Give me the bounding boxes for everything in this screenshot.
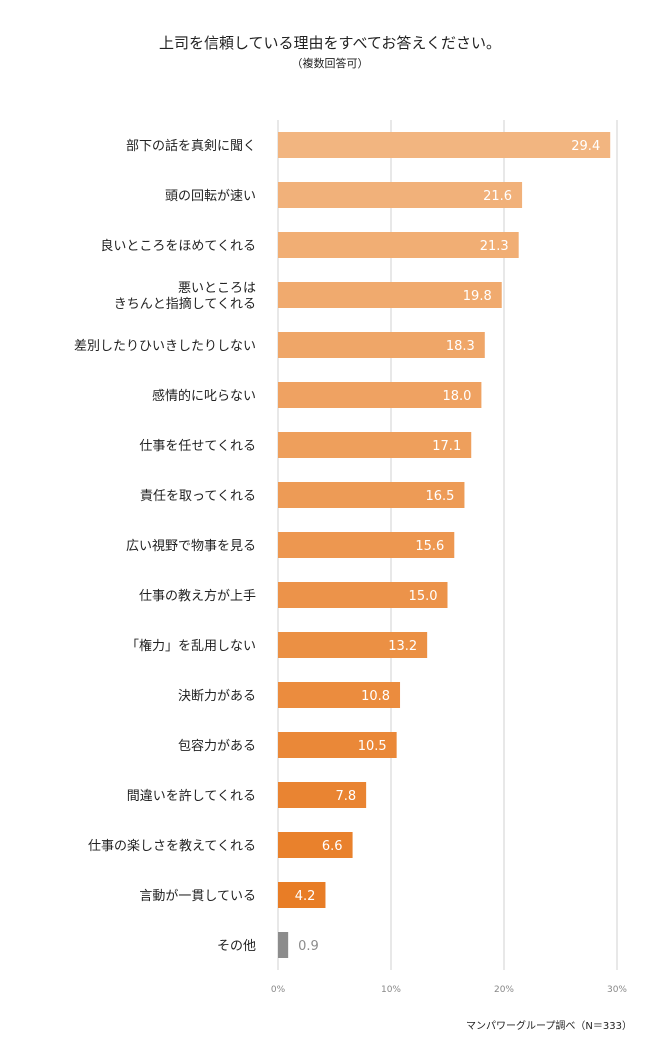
data-label: 19.8 bbox=[463, 289, 492, 304]
category-label: 悪いところはきちんと指摘してくれる bbox=[114, 281, 256, 312]
bar bbox=[278, 182, 523, 208]
data-label: 18.3 bbox=[446, 339, 475, 354]
bar bbox=[278, 382, 482, 408]
bar bbox=[278, 432, 472, 458]
bar bbox=[278, 532, 455, 558]
category-label: 頭の回転が速い bbox=[165, 189, 256, 204]
bar bbox=[278, 782, 367, 808]
category-label: 差別したりひいきしたりしない bbox=[74, 339, 256, 354]
category-label: 部下の話を真剣に聞く bbox=[126, 138, 256, 154]
source-note: マンパワーグループ調べ（N＝333） bbox=[466, 1021, 632, 1032]
x-tick-label: 10% bbox=[381, 985, 401, 995]
category-label: 仕事の教え方が上手 bbox=[139, 588, 256, 604]
data-label: 0.9 bbox=[298, 939, 319, 954]
bar bbox=[278, 732, 397, 758]
category-label: 感情的に叱らない bbox=[152, 388, 256, 404]
category-label: 包容力がある bbox=[178, 738, 256, 754]
data-label: 13.2 bbox=[388, 639, 417, 654]
bar bbox=[278, 832, 353, 858]
category-label: 言動が一貫している bbox=[139, 889, 256, 904]
data-label: 15.0 bbox=[409, 589, 438, 604]
bar bbox=[278, 232, 519, 258]
data-label: 18.0 bbox=[442, 389, 471, 404]
chart-title: 上司を信頼している理由をすべてお答えください。 bbox=[158, 34, 501, 52]
data-label: 7.8 bbox=[335, 789, 356, 804]
category-label: 責任を取ってくれる bbox=[140, 489, 256, 504]
category-label: 仕事の楽しさを教えてくれる bbox=[88, 838, 256, 854]
bar bbox=[278, 332, 485, 358]
data-label: 16.5 bbox=[425, 489, 454, 504]
data-label: 10.5 bbox=[358, 739, 387, 754]
category-label: 仕事を任せてくれる bbox=[139, 439, 256, 454]
x-tick-label: 30% bbox=[607, 985, 627, 995]
chart-subtitle: （複数回答可） bbox=[291, 57, 369, 70]
bar bbox=[278, 482, 465, 508]
category-label: 良いところをほめてくれる bbox=[100, 238, 256, 254]
data-label: 21.6 bbox=[483, 189, 512, 204]
bar bbox=[278, 282, 502, 308]
bar bbox=[278, 582, 448, 608]
x-tick-label: 20% bbox=[494, 985, 514, 995]
data-label: 10.8 bbox=[361, 689, 390, 704]
data-label: 21.3 bbox=[480, 239, 509, 254]
category-label: 決断力がある bbox=[178, 689, 256, 704]
data-label: 17.1 bbox=[432, 439, 461, 454]
data-label: 4.2 bbox=[295, 889, 316, 904]
bar bbox=[278, 932, 289, 958]
category-label: その他 bbox=[217, 939, 256, 954]
data-label: 15.6 bbox=[415, 539, 444, 554]
bar bbox=[278, 132, 611, 158]
bar bbox=[278, 682, 401, 708]
category-label: 広い視野で物事を見る bbox=[126, 539, 256, 554]
bar bbox=[278, 632, 428, 658]
data-label: 29.4 bbox=[571, 139, 600, 154]
category-label: 間違いを許してくれる bbox=[127, 789, 256, 804]
category-label: 「権力」を乱用しない bbox=[126, 638, 256, 654]
data-label: 6.6 bbox=[322, 839, 343, 854]
bar bbox=[278, 882, 326, 908]
x-tick-label: 0% bbox=[271, 985, 286, 995]
